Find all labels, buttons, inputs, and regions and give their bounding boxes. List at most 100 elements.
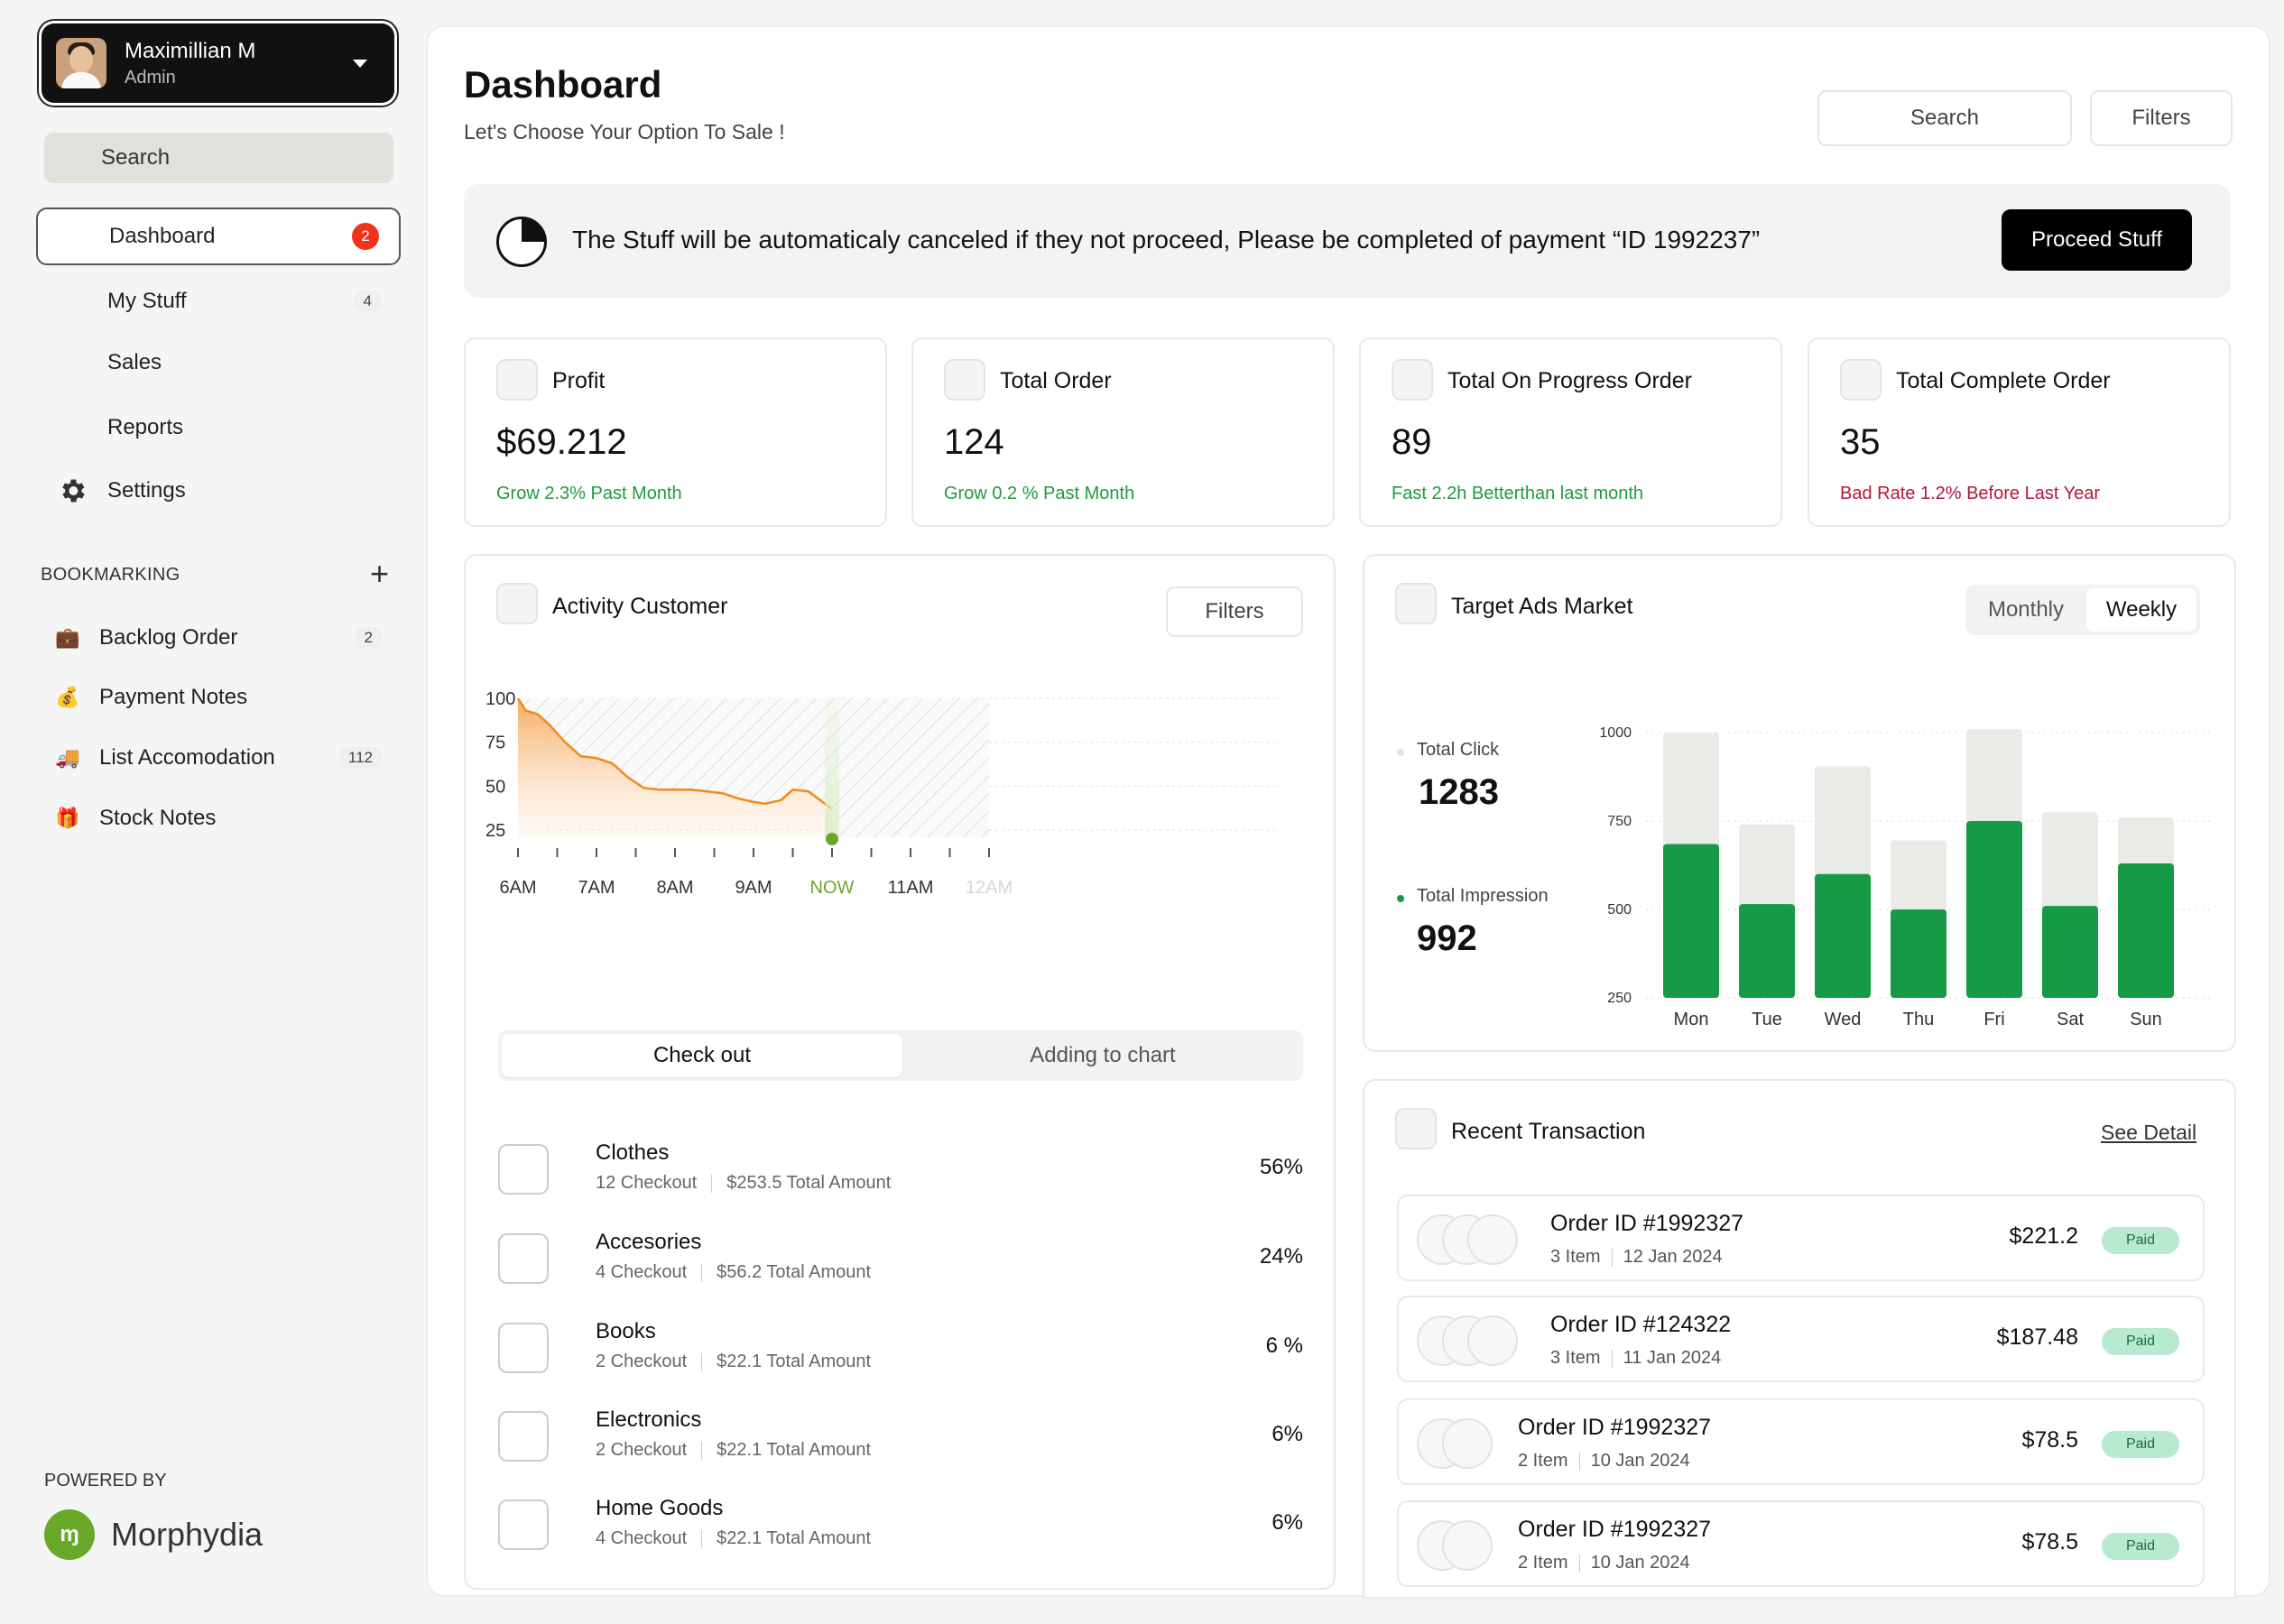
- bar-total-impression: [1739, 904, 1795, 998]
- sidebar-item-my-stuff[interactable]: My Stuff 4: [36, 272, 401, 330]
- chevron-down-icon[interactable]: [353, 59, 367, 68]
- sidebar-item-dashboard[interactable]: Dashboard 2: [36, 208, 401, 265]
- bookmark-list-accomodation[interactable]: 🚚 List Accomodation 112: [54, 735, 402, 780]
- card-icon: [1395, 583, 1437, 624]
- order-id: Order ID #1992327: [1518, 1415, 1712, 1440]
- brand: ɱ Morphydia: [44, 1509, 263, 1560]
- bar-total-impression: [1966, 821, 2022, 998]
- page-subtitle: Let's Choose Your Option To Sale !: [464, 120, 785, 143]
- gift-icon: 🎁: [55, 807, 80, 829]
- checkout-count: 2 Checkout: [596, 1352, 688, 1371]
- list-item[interactable]: Clothes 12 Checkout $253.5 Total Amount 5…: [498, 1139, 1303, 1202]
- stat-label: Total Order: [1000, 368, 1112, 393]
- bookmark-label: Payment Notes: [99, 685, 248, 709]
- stat-card-total-order: Total Order 124 Grow 0.2 % Past Month: [911, 337, 1335, 527]
- status-badge: Paid: [2102, 1328, 2179, 1355]
- sidebar-item-sales[interactable]: Sales: [36, 334, 401, 392]
- user-role: Admin: [125, 67, 176, 88]
- category-icon: [498, 1233, 549, 1284]
- transaction-row[interactable]: Order ID #1992327 2 Item 10 Jan 2024 $78.…: [1397, 1500, 2205, 1587]
- avatar: [1467, 1315, 1518, 1366]
- sidebar-item-reports[interactable]: Reports: [36, 399, 401, 457]
- activity-customer-card: Activity Customer Filters 100 75 50 25 6: [464, 554, 1336, 1590]
- stat-value: $69.212: [496, 422, 627, 462]
- stat-card-complete: Total Complete Order 35 Bad Rate 1.2% Be…: [1808, 337, 2231, 527]
- category-icon: [498, 1411, 549, 1462]
- alert-message: The Stuff will be automaticaly canceled …: [572, 226, 1761, 254]
- money-bag-icon: 💰: [55, 686, 80, 708]
- sidebar-item-settings[interactable]: Settings: [36, 462, 401, 520]
- stat-icon: [944, 359, 985, 401]
- total-click-value: 1283: [1419, 772, 1499, 812]
- stat-icon: [1840, 359, 1882, 401]
- transaction-row[interactable]: Order ID #1992327 3 Item 12 Jan 2024 $221…: [1397, 1195, 2205, 1281]
- category-icon: [498, 1323, 549, 1373]
- stat-note: Grow 2.3% Past Month: [496, 484, 682, 503]
- sidebar-item-label: Dashboard: [109, 224, 216, 248]
- category-name: Clothes: [596, 1140, 670, 1165]
- avatar: [56, 38, 106, 88]
- order-date: 11 Jan 2024: [1623, 1348, 1722, 1368]
- status-badge: Paid: [2102, 1227, 2179, 1254]
- stat-label: Profit: [552, 368, 606, 393]
- list-item[interactable]: Electronics 2 Checkout $22.1 Total Amount…: [498, 1406, 1303, 1469]
- bookmark-label: List Accomodation: [99, 745, 275, 770]
- category-name: Accesories: [596, 1230, 702, 1254]
- tab-monthly[interactable]: Monthly: [1987, 597, 2065, 622]
- bookmark-stock-notes[interactable]: 🎁 Stock Notes: [54, 796, 402, 841]
- y-tick-label: 1000: [1599, 725, 1632, 741]
- proceed-stuff-button[interactable]: Proceed Stuff: [2002, 209, 2192, 271]
- user-menu[interactable]: Maximillian M Admin: [42, 23, 394, 103]
- y-tick-label: 75: [485, 734, 505, 753]
- target-ads-card: Target Ads Market Monthly Weekly Total C…: [1363, 554, 2236, 1052]
- sidebar-item-label: Sales: [107, 350, 162, 374]
- stat-card-on-progress: Total On Progress Order 89 Fast 2.2h Bet…: [1359, 337, 1782, 527]
- transaction-row[interactable]: Order ID #124322 3 Item 11 Jan 2024 $187.…: [1397, 1296, 2205, 1382]
- see-detail-link[interactable]: See Detail: [2101, 1121, 2197, 1144]
- bar-total-impression: [2042, 906, 2098, 998]
- bookmarking-title: BOOKMARKING: [41, 565, 180, 585]
- sidebar-item-label: Settings: [107, 478, 186, 503]
- list-item[interactable]: Home Goods 4 Checkout $22.1 Total Amount …: [498, 1494, 1303, 1557]
- tab-adding-to-chart[interactable]: Adding to chart: [1030, 1043, 1176, 1067]
- total-amount: $22.1 Total Amount: [717, 1440, 872, 1460]
- bookmark-backlog-order[interactable]: 💼 Backlog Order 2: [54, 615, 402, 660]
- total-click-label: Total Click: [1417, 740, 1500, 760]
- y-tick-label: 750: [1607, 814, 1632, 829]
- stat-value: 124: [944, 422, 1004, 462]
- x-tick-label: NOW: [810, 878, 855, 898]
- search-button[interactable]: Search: [1817, 90, 2072, 146]
- item-count: 2 Item: [1518, 1553, 1568, 1573]
- tab-weekly[interactable]: Weekly: [2086, 588, 2196, 632]
- user-name: Maximillian M: [125, 38, 256, 63]
- order-date: 10 Jan 2024: [1590, 1553, 1690, 1573]
- bar-total-impression: [1663, 844, 1719, 998]
- total-amount: $253.5 Total Amount: [726, 1173, 892, 1193]
- checkout-count: 12 Checkout: [596, 1173, 698, 1193]
- bookmark-payment-notes[interactable]: 💰 Payment Notes: [54, 675, 402, 720]
- add-bookmark-icon[interactable]: +: [370, 555, 390, 592]
- order-id: Order ID #124322: [1550, 1312, 1732, 1337]
- now-marker-dot: [826, 833, 838, 845]
- count-badge: 112: [338, 747, 382, 769]
- brand-logo-icon: ɱ: [44, 1509, 95, 1560]
- x-tick-label: Sat: [2057, 1010, 2084, 1029]
- sidebar-search[interactable]: Search: [44, 133, 393, 183]
- stat-label: Total Complete Order: [1896, 368, 2111, 393]
- filters-button[interactable]: Filters: [2090, 90, 2233, 146]
- forecast-hatch-area: [518, 698, 989, 837]
- tab-check-out[interactable]: Check out: [502, 1034, 902, 1077]
- list-item[interactable]: Books 2 Checkout $22.1 Total Amount 6 %: [498, 1317, 1303, 1380]
- count-badge: 2: [355, 627, 382, 649]
- transaction-row[interactable]: Order ID #1992327 2 Item 10 Jan 2024 $78.…: [1397, 1398, 2205, 1485]
- category-name: Home Goods: [596, 1496, 724, 1520]
- activity-filters-button[interactable]: Filters: [1166, 586, 1303, 637]
- stat-value: 35: [1840, 422, 1881, 462]
- status-badge: Paid: [2102, 1533, 2179, 1560]
- notification-badge: 2: [352, 223, 379, 250]
- main-panel: Dashboard Let's Choose Your Option To Sa…: [426, 25, 2270, 1599]
- x-tick-label: Wed: [1825, 1010, 1862, 1029]
- bar-total-impression: [2118, 863, 2174, 998]
- progress-pie-icon: [496, 217, 547, 267]
- list-item[interactable]: Accesories 4 Checkout $56.2 Total Amount …: [498, 1228, 1303, 1291]
